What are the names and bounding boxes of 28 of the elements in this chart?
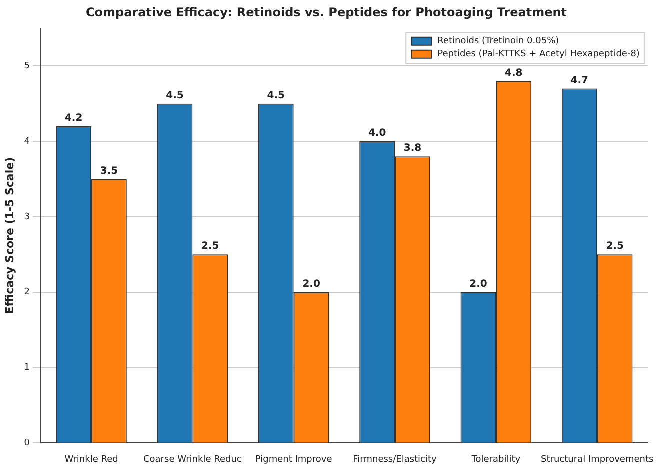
data-label: 4.5 bbox=[166, 90, 184, 102]
data-label: 2.0 bbox=[470, 278, 488, 290]
x-tick-label: Pigment Improve bbox=[255, 454, 333, 465]
data-label: 4.8 bbox=[505, 68, 523, 79]
y-axis-title: Efficacy Score (1-5 Scale) bbox=[3, 157, 16, 314]
y-tick-label: 0 bbox=[24, 438, 30, 449]
data-label: 3.5 bbox=[100, 166, 118, 177]
data-label: 4.2 bbox=[64, 113, 83, 124]
data-label: 2.5 bbox=[202, 241, 220, 252]
x-tick-label: Coarse Wrinkle Reduc bbox=[144, 454, 242, 465]
chart-title: Comparative Efficacy: Retinoids vs. Peptides for Photoaging Treatment bbox=[86, 5, 568, 20]
data-label: 3.8 bbox=[404, 143, 422, 154]
x-tick-label: Wrinkle Red bbox=[64, 454, 118, 465]
y-tick-label: 3 bbox=[24, 212, 30, 222]
data-label: 2.0 bbox=[302, 278, 320, 290]
legend-label: Retinoids (Tretinoin 0.05%) bbox=[438, 36, 560, 47]
x-tick-label: Tolerability bbox=[470, 454, 522, 465]
y-tick-label: 5 bbox=[24, 61, 30, 72]
x-tick-label: Firmness/Elasticity bbox=[353, 454, 438, 465]
y-tick-label: 1 bbox=[24, 363, 30, 374]
data-label: 4.7 bbox=[570, 75, 589, 86]
data-label: 4.5 bbox=[267, 90, 286, 102]
x-tick-label: Structural Improvements bbox=[541, 454, 654, 465]
y-tick-label: 2 bbox=[24, 288, 30, 298]
legend-label: Peptides (Pal-KTTKS + Acetyl Hexapeptide-8) bbox=[438, 50, 640, 60]
y-tick-label: 4 bbox=[24, 136, 30, 147]
data-label: 4.0 bbox=[368, 128, 386, 140]
data-label: 2.5 bbox=[606, 241, 624, 252]
